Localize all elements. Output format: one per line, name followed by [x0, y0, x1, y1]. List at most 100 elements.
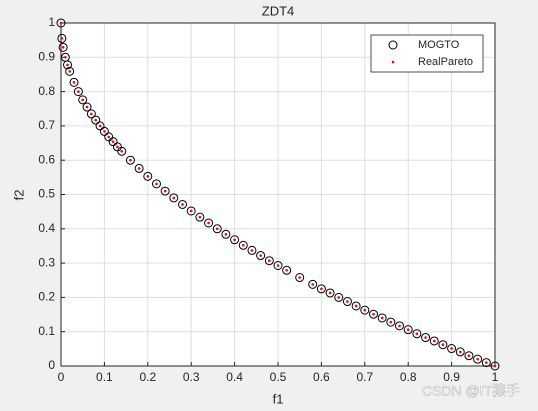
point	[99, 126, 109, 136]
point	[60, 37, 64, 40]
chart-title: ZDT4	[262, 3, 295, 18]
point	[285, 269, 288, 272]
y-tick-label: 0.4	[38, 221, 55, 235]
point	[155, 182, 158, 186]
point	[107, 135, 111, 139]
x-tick-label: 0.6	[313, 370, 330, 384]
point	[360, 305, 370, 315]
point	[450, 347, 453, 350]
y-tick-label: 0.2	[38, 290, 55, 304]
point	[346, 300, 349, 303]
x-tick-label: 0.3	[183, 370, 200, 384]
point	[325, 288, 335, 298]
point	[351, 301, 361, 311]
point	[233, 238, 236, 242]
point	[58, 42, 68, 52]
y-tick-label: 0.7	[38, 118, 55, 132]
legend-marker	[388, 40, 398, 50]
point	[238, 240, 248, 250]
x-tick-label: 0.9	[443, 370, 460, 384]
point	[337, 296, 341, 299]
point	[85, 105, 89, 109]
point	[230, 235, 240, 245]
point	[268, 259, 271, 262]
point	[198, 215, 202, 219]
point	[256, 251, 266, 261]
point	[146, 175, 150, 178]
point	[259, 254, 262, 257]
point	[215, 227, 219, 231]
point	[63, 60, 73, 70]
point	[172, 196, 176, 200]
point	[398, 324, 401, 328]
point	[120, 149, 124, 153]
point	[204, 218, 214, 228]
point	[163, 189, 167, 193]
point	[224, 232, 228, 236]
point	[241, 243, 245, 247]
point	[169, 193, 179, 203]
point	[438, 340, 448, 350]
legend-label: RealPareto	[418, 56, 473, 68]
point	[207, 221, 210, 225]
x-tick-label: 1	[492, 370, 499, 384]
point	[386, 317, 396, 327]
y-tick-label: 0	[48, 358, 55, 372]
legend-label: MOGTO	[418, 39, 460, 51]
point	[490, 361, 500, 371]
point	[129, 158, 132, 162]
point	[65, 66, 75, 76]
point	[441, 343, 445, 347]
legend-marker	[391, 60, 395, 64]
point	[485, 361, 488, 364]
point	[320, 287, 323, 291]
point	[273, 261, 283, 271]
legend-box	[370, 34, 484, 73]
point	[334, 292, 344, 302]
x-axis-label: f1	[273, 391, 284, 406]
point	[406, 328, 410, 331]
point	[415, 332, 419, 336]
point	[117, 146, 127, 156]
point	[98, 124, 102, 128]
point	[82, 102, 92, 112]
point	[178, 199, 188, 209]
point	[134, 163, 144, 173]
y-tick-label: 0.6	[38, 152, 55, 166]
point	[380, 316, 384, 320]
point	[389, 320, 393, 324]
x-tick-label: 0.5	[270, 370, 287, 384]
x-tick-label: 0.7	[356, 370, 373, 384]
point	[316, 284, 326, 294]
x-tick-label: 0.8	[400, 370, 417, 384]
point	[72, 81, 76, 84]
point	[458, 350, 462, 354]
x-tick-label: 0.1	[96, 370, 113, 384]
y-tick-label: 1	[48, 15, 55, 29]
point	[151, 179, 161, 189]
x-tick-label: 0	[58, 370, 65, 384]
x-tick-label: 0.2	[139, 370, 156, 384]
point	[160, 186, 170, 196]
point	[412, 329, 422, 339]
axes-box	[60, 22, 496, 367]
point	[212, 224, 222, 234]
point	[95, 121, 105, 131]
point	[57, 33, 67, 43]
y-tick-label: 0.3	[38, 255, 55, 269]
point	[493, 364, 497, 368]
point	[328, 291, 332, 295]
point	[125, 155, 135, 165]
point	[68, 70, 71, 73]
point	[464, 351, 474, 361]
point	[354, 304, 358, 308]
point	[473, 354, 483, 364]
point	[250, 249, 254, 252]
point	[66, 63, 69, 67]
point	[481, 358, 491, 368]
point	[298, 276, 302, 279]
point	[455, 347, 465, 357]
point	[181, 203, 184, 206]
point	[467, 354, 471, 358]
